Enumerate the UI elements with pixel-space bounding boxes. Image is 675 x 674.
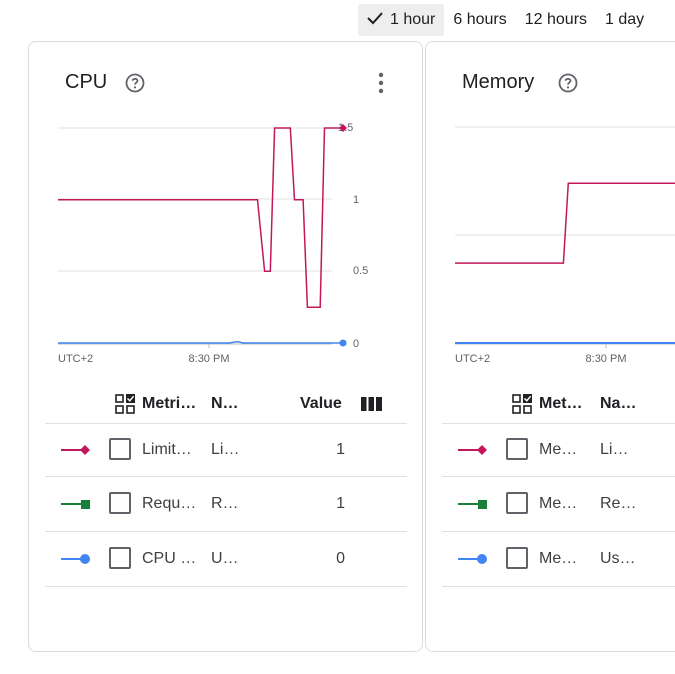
- name-cell: R…: [211, 495, 239, 512]
- series-line-limit: [455, 182, 675, 264]
- value-cell: 1: [336, 441, 345, 458]
- card-title: CPU: [65, 71, 108, 93]
- row-checkbox[interactable]: [506, 547, 528, 569]
- metric-cell: CPU …: [142, 550, 197, 567]
- metric-select-icon[interactable]: [512, 394, 532, 414]
- row-checkbox[interactable]: [109, 547, 131, 569]
- x-axis-start-label: UTC+2: [58, 353, 93, 365]
- cpu-card: CPU 1.5 1 0.5 0 UTC+2 8:30 PM Metri…: [28, 41, 423, 652]
- help-icon[interactable]: [125, 73, 145, 93]
- row-checkbox[interactable]: [506, 438, 528, 460]
- metric-cell: Me…: [539, 495, 578, 512]
- x-tick-label: 8:30 PM: [189, 353, 230, 365]
- time-range-1-hour[interactable]: 1 hour: [358, 4, 445, 36]
- metric-cell: Limit…: [142, 441, 192, 458]
- column-header-value[interactable]: Value: [300, 395, 342, 412]
- memory-chart: UTC+2 8:30 PM: [455, 126, 675, 365]
- card-title: Memory: [462, 71, 535, 93]
- table-divider: [442, 476, 675, 477]
- series-line-limit: [58, 127, 343, 308]
- series-end-marker-limit: [339, 124, 347, 132]
- metric-cell: Requ…: [142, 495, 197, 512]
- column-header-metric[interactable]: Metri…: [142, 395, 197, 412]
- cpu-chart: 1.5 1 0.5 0 UTC+2 8:30 PM: [58, 122, 368, 365]
- legend-diamond-icon: [61, 445, 90, 455]
- column-header-name[interactable]: Na…: [600, 395, 637, 412]
- table-divider: [442, 586, 675, 587]
- table-divider: [45, 476, 407, 477]
- series-end-marker-usage: [339, 339, 347, 347]
- memory-card: Memory UTC+2 8:30 PM Met… Na… Me… Li…: [425, 41, 675, 652]
- time-range-1-day[interactable]: 1 day: [596, 4, 653, 36]
- name-cell: U…: [211, 550, 239, 567]
- y-tick-label: 0.5: [353, 265, 368, 277]
- name-cell: Li…: [211, 441, 240, 458]
- table-row: Limit… Li… 1: [29, 423, 422, 477]
- time-range-label: 6 hours: [453, 11, 507, 28]
- metric-select-icon[interactable]: [115, 394, 135, 414]
- row-checkbox[interactable]: [109, 438, 131, 460]
- table-row: Requ… R… 1: [29, 477, 422, 531]
- table-divider: [442, 423, 675, 424]
- row-checkbox[interactable]: [506, 492, 528, 514]
- x-axis-start-label: UTC+2: [455, 353, 490, 365]
- metric-cell: Me…: [539, 441, 578, 458]
- table-divider: [45, 531, 407, 532]
- column-header-name[interactable]: N…: [211, 395, 239, 412]
- table-row: Me… Us…: [426, 532, 675, 586]
- check-icon: [367, 12, 383, 25]
- y-tick-label: 1: [353, 194, 359, 206]
- name-cell: Us…: [600, 550, 636, 567]
- table-divider: [45, 586, 407, 587]
- columns-icon[interactable]: [361, 397, 382, 411]
- metric-cell: Me…: [539, 550, 578, 567]
- more-vert-icon[interactable]: [371, 71, 391, 95]
- legend-square-icon: [61, 500, 90, 509]
- name-cell: Li…: [600, 441, 629, 458]
- legend-square-icon: [458, 500, 487, 509]
- table-row: Me… Li…: [426, 423, 675, 477]
- table-header: Met… Na…: [426, 385, 675, 423]
- time-range-selector: 1 hour 6 hours 12 hours 1 day: [358, 4, 653, 38]
- series-line-usage: [58, 340, 343, 344]
- time-range-12-hours[interactable]: 12 hours: [516, 4, 596, 36]
- table-divider: [45, 423, 407, 424]
- value-cell: 1: [336, 495, 345, 512]
- time-range-label: 1 day: [605, 11, 645, 28]
- time-range-label: 12 hours: [524, 11, 588, 28]
- y-tick-label: 0: [353, 338, 359, 350]
- legend-diamond-icon: [458, 445, 487, 455]
- value-cell: 0: [336, 550, 345, 567]
- name-cell: Re…: [600, 495, 637, 512]
- column-header-metric[interactable]: Met…: [539, 395, 583, 412]
- table-divider: [442, 531, 675, 532]
- table-row: CPU … U… 0: [29, 532, 422, 586]
- table-row: Me… Re…: [426, 477, 675, 531]
- row-checkbox[interactable]: [109, 492, 131, 514]
- legend-circle-icon: [458, 554, 487, 564]
- table-header: Metri… N… Value: [29, 385, 422, 423]
- time-range-label: 1 hour: [390, 11, 436, 28]
- legend-circle-icon: [61, 554, 90, 564]
- help-icon[interactable]: [558, 73, 578, 93]
- time-range-6-hours[interactable]: 6 hours: [444, 4, 515, 36]
- x-tick-label: 8:30 PM: [586, 353, 627, 365]
